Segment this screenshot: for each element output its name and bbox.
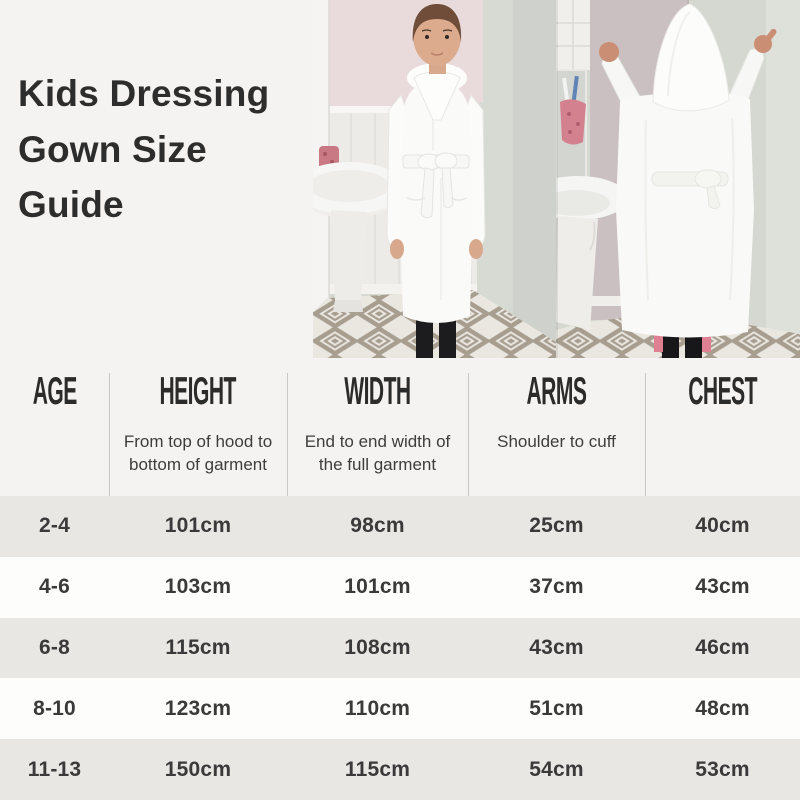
left-fist <box>599 42 619 62</box>
table-row-6-8: 6-8 115cm 108cm 43cm 46cm <box>0 617 800 679</box>
cell-arms: 43cm <box>529 635 584 659</box>
cell-height: 101cm <box>164 514 232 538</box>
cell-age: 4-6 <box>39 575 70 599</box>
header-arms-label: ARMS <box>526 370 587 413</box>
header-width-subtitle: End to end width of the full garment <box>304 432 451 474</box>
toothbrush-cup <box>560 75 586 145</box>
cell-chest: 40cm <box>695 514 750 538</box>
header-chest-label: CHEST <box>688 370 757 413</box>
header-chest: CHEST <box>645 358 800 496</box>
header-arms-subtitle: Shoulder to cuff <box>497 432 616 451</box>
header-age-label: AGE <box>32 370 77 413</box>
cell-width: 115cm <box>344 757 411 781</box>
cell-arms: 54cm <box>529 757 584 781</box>
cell-arms: 51cm <box>529 696 584 720</box>
slipper <box>654 330 663 352</box>
cell-chest: 46cm <box>695 635 750 659</box>
cell-chest: 53cm <box>695 757 750 781</box>
cell-arms: 37cm <box>529 575 584 599</box>
header-height-label: HEIGHT <box>159 370 237 413</box>
cell-height: 150cm <box>164 757 232 781</box>
header-width: WIDTH End to end width of the full garme… <box>287 358 468 496</box>
cell-age: 8-10 <box>33 696 76 720</box>
cell-chest: 43cm <box>695 575 750 599</box>
table-row-8-10: 8-10 123cm 110cm 51cm 48cm <box>0 678 800 740</box>
header-arms: ARMS Shoulder to cuff <box>468 358 645 496</box>
cell-age: 2-4 <box>39 514 70 538</box>
table-header: AGE HEIGHT From top of hood to bottom of… <box>0 358 800 496</box>
cell-age: 11-13 <box>27 757 82 781</box>
child-back <box>599 3 777 358</box>
table-row-11-13: 11-13 150cm 115cm 54cm 53cm <box>0 739 800 800</box>
cell-width: 98cm <box>350 514 405 538</box>
bathroom-sink <box>313 146 405 312</box>
page-title: Kids Dressing Gown Size Guide <box>18 73 270 225</box>
robe-back <box>616 92 754 338</box>
cell-height: 103cm <box>164 575 232 599</box>
photo-back-view <box>556 0 800 358</box>
hood <box>652 3 730 112</box>
header-height: HEIGHT From top of hood to bottom of gar… <box>109 358 287 496</box>
cell-chest: 48cm <box>695 696 750 720</box>
cell-age: 6-8 <box>39 635 70 659</box>
tiled-floor <box>313 290 556 358</box>
cell-width: 108cm <box>344 635 411 659</box>
child-front <box>386 4 486 358</box>
table-body: 2-4 101cm 98cm 25cm 40cm 4-6 103cm 101cm… <box>0 496 800 800</box>
front-view-illustration <box>313 0 556 358</box>
table-row-2-4: 2-4 101cm 98cm 25cm 40cm <box>0 496 800 557</box>
header-width-label: WIDTH <box>344 370 411 413</box>
header-height-subtitle: From top of hood to bottom of garment <box>123 432 273 474</box>
robe-front <box>386 71 486 323</box>
bathroom-sink-back <box>556 176 628 330</box>
table-row-4-6: 4-6 103cm 101cm 37cm 43cm <box>0 556 800 618</box>
size-table: AGE HEIGHT From top of hood to bottom of… <box>0 358 800 800</box>
cell-width: 110cm <box>344 696 411 720</box>
photo-front-view <box>313 0 556 358</box>
title-block: Kids Dressing Gown Size Guide <box>18 66 306 233</box>
cell-arms: 25cm <box>529 514 584 538</box>
hand <box>390 239 404 259</box>
header-age: AGE <box>0 358 109 496</box>
cell-width: 101cm <box>344 575 411 599</box>
hair <box>412 4 462 42</box>
cell-height: 123cm <box>164 696 232 720</box>
back-view-illustration <box>556 0 800 358</box>
cell-height: 115cm <box>165 635 231 659</box>
product-photos <box>313 0 800 358</box>
